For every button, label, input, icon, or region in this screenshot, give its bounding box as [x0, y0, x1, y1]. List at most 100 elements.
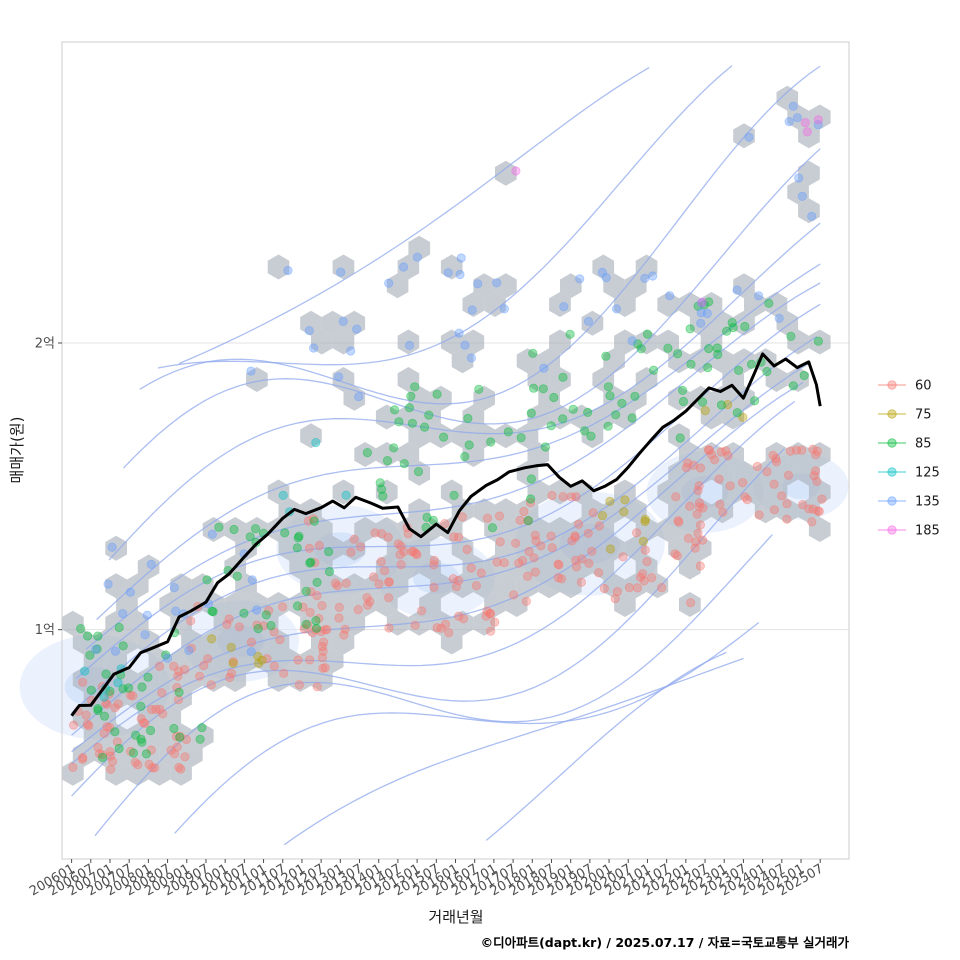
point-60 [151, 704, 161, 715]
hexbin [527, 517, 550, 542]
point-75 [640, 516, 650, 527]
hexbin [440, 629, 463, 655]
hexbin [549, 479, 571, 505]
point-85 [693, 301, 703, 311]
point-60 [808, 444, 818, 454]
point-75 [605, 496, 615, 506]
point-85 [105, 686, 115, 696]
contour-line-10 [85, 282, 821, 650]
point-60 [78, 677, 88, 687]
point-85 [208, 606, 218, 617]
point-85 [143, 672, 153, 682]
point-135 [611, 304, 622, 314]
point-85 [463, 413, 473, 423]
hexbin [744, 292, 766, 317]
point-60 [150, 763, 160, 773]
point-60 [269, 627, 279, 637]
point-60 [102, 722, 112, 732]
hexbin [473, 273, 495, 299]
point-60 [277, 602, 288, 612]
point-85 [699, 300, 709, 310]
hexbin [408, 385, 431, 411]
point-60 [262, 654, 272, 664]
point-135 [648, 271, 658, 281]
hexbin [765, 479, 788, 505]
point-135 [702, 308, 712, 319]
point-60 [383, 593, 394, 603]
point-60 [349, 534, 359, 544]
point-60 [377, 528, 387, 539]
point-60 [762, 467, 772, 477]
point-60 [195, 671, 205, 681]
point-60 [599, 583, 609, 594]
point-60 [206, 680, 216, 690]
point-85 [136, 734, 146, 744]
point-60 [412, 550, 422, 560]
point-135 [398, 262, 409, 272]
point-60 [112, 737, 123, 747]
point-60 [368, 572, 379, 582]
point-60 [594, 521, 605, 531]
point-85 [85, 650, 95, 660]
hexbin [408, 460, 431, 486]
point-60 [136, 714, 146, 724]
point-85 [202, 575, 212, 585]
hexbin [668, 423, 690, 449]
point-75 [253, 651, 263, 662]
point-60 [547, 490, 557, 501]
hexbin [386, 573, 409, 599]
point-85 [627, 413, 637, 423]
point-60 [125, 690, 135, 700]
point-60 [521, 596, 532, 607]
hexbin [354, 517, 376, 542]
point-85 [601, 351, 611, 361]
point-85 [438, 432, 449, 442]
point-60 [466, 563, 476, 573]
point-60 [174, 666, 184, 676]
point-60 [102, 699, 112, 710]
hexbin [700, 292, 723, 317]
point-60 [584, 558, 594, 569]
point-60 [314, 613, 324, 624]
hexbin [127, 610, 149, 636]
hexbin [235, 573, 257, 599]
hexbin [375, 404, 398, 430]
point-60 [782, 499, 792, 509]
point-60 [530, 530, 540, 540]
hexbin [235, 535, 257, 561]
point-85 [292, 601, 303, 611]
point-85 [98, 752, 108, 763]
point-85 [713, 349, 723, 360]
hexbin [419, 592, 441, 617]
point-60 [105, 747, 115, 757]
point-60 [691, 537, 701, 547]
point-85 [280, 528, 290, 538]
point-85 [413, 466, 424, 477]
hexbin [397, 404, 420, 430]
point-60 [754, 510, 764, 520]
point-85 [740, 321, 750, 332]
point-60 [82, 719, 93, 729]
point-60 [175, 731, 185, 742]
point-85 [525, 494, 536, 504]
point-135 [247, 575, 257, 585]
point-135 [665, 291, 675, 301]
hexbin [581, 423, 604, 449]
point-60 [133, 760, 143, 770]
hexbin [798, 198, 820, 224]
point-60 [399, 546, 409, 557]
point-60 [812, 476, 822, 486]
hexbin [624, 498, 647, 524]
point-60 [94, 748, 105, 759]
point-60 [279, 668, 289, 678]
hexbin [808, 329, 831, 355]
point-85 [324, 547, 334, 557]
hexbin [689, 535, 712, 561]
hexbin [462, 292, 485, 317]
hexbin [711, 460, 734, 486]
point-85 [716, 400, 727, 410]
hexbin [137, 554, 160, 580]
point-85 [293, 533, 303, 543]
point-75 [700, 405, 710, 416]
hexbin [375, 517, 398, 542]
